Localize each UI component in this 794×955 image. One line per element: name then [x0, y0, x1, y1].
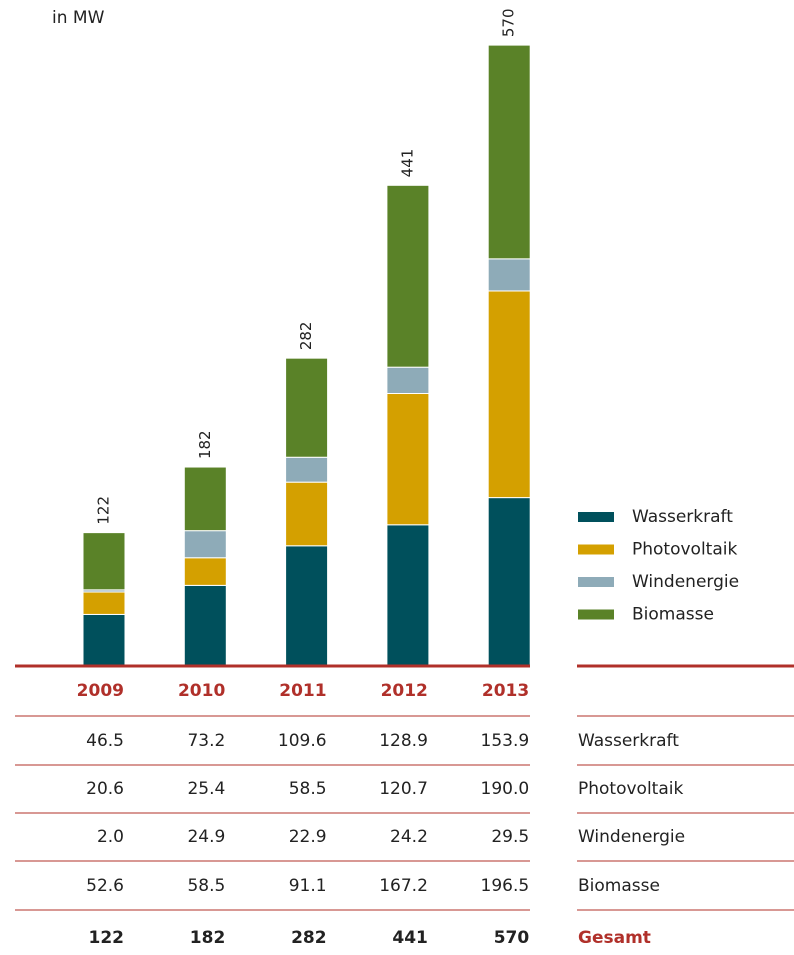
bar-segment [487, 258, 531, 292]
total-cell: 282 [291, 928, 327, 948]
total-label: 282 [297, 322, 315, 351]
legend-swatch [578, 512, 614, 522]
total-label: 122 [95, 496, 113, 525]
total-label: 182 [196, 430, 214, 459]
table-cell: 25.4 [187, 779, 225, 799]
bar-segment [285, 481, 329, 547]
bar-segment [82, 591, 126, 615]
table-cell: 58.5 [289, 779, 327, 799]
bar-segment [487, 290, 531, 499]
table-cell: 22.9 [289, 827, 327, 847]
bar-segment [183, 466, 227, 532]
year-header: 2010 [178, 681, 225, 701]
table-cell: 58.5 [187, 876, 225, 896]
bar-segment [386, 366, 430, 395]
table-cell: 109.6 [278, 731, 327, 751]
table-cell: 167.2 [379, 876, 428, 896]
table-cell: 153.9 [481, 731, 530, 751]
bar-segment [183, 557, 227, 586]
table-cell: 120.7 [379, 779, 428, 799]
year-header: 2011 [279, 681, 326, 701]
bar-segment [285, 456, 329, 483]
unit-label: in MW [52, 8, 105, 28]
year-header: 2009 [77, 681, 124, 701]
bar-segment [183, 584, 227, 666]
bar-segment [82, 613, 126, 666]
bar-segment [285, 357, 329, 458]
table-cell: 196.5 [481, 876, 530, 896]
legend-label: Photovoltaik [632, 540, 737, 560]
bar-segment [82, 532, 126, 591]
total-cell: 570 [494, 928, 530, 948]
total-label: 570 [500, 8, 518, 37]
legend-label: Windenergie [632, 572, 739, 592]
table-cell: 29.5 [491, 827, 529, 847]
table-cell: 91.1 [289, 876, 327, 896]
bar-segment [386, 393, 430, 526]
table-cell: 128.9 [379, 731, 428, 751]
year-header: 2012 [381, 681, 428, 701]
year-header: 2013 [482, 681, 529, 701]
bar-segment [285, 545, 329, 666]
table-cell: 20.6 [86, 779, 124, 799]
legend-label: Wasserkraft [632, 507, 733, 527]
bar-segment [183, 530, 227, 559]
row-label: Biomasse [578, 876, 660, 896]
table-cell: 73.2 [187, 731, 225, 751]
total-cell: 182 [190, 928, 226, 948]
bar-segment [386, 184, 430, 368]
table-cell: 2.0 [97, 827, 124, 847]
total-cell: 122 [89, 928, 125, 948]
table-cell: 24.9 [187, 827, 225, 847]
legend-swatch [578, 577, 614, 587]
table-cell: 190.0 [481, 779, 530, 799]
legend-label: Biomasse [632, 605, 714, 625]
total-label: 441 [398, 149, 416, 178]
table-cell: 52.6 [86, 876, 124, 896]
row-label: Wasserkraft [578, 731, 679, 751]
total-cell: 441 [392, 928, 428, 948]
row-label: Photovoltaik [578, 779, 683, 799]
bar-segment [487, 44, 531, 260]
legend-swatch [578, 609, 614, 620]
table-cell: 46.5 [86, 731, 124, 751]
table-cell: 24.2 [390, 827, 428, 847]
total-row-label: Gesamt [578, 928, 651, 948]
bar-segment [386, 524, 430, 666]
row-label: Windenergie [578, 827, 685, 847]
legend-swatch [578, 544, 614, 555]
bar-segment [487, 497, 531, 666]
